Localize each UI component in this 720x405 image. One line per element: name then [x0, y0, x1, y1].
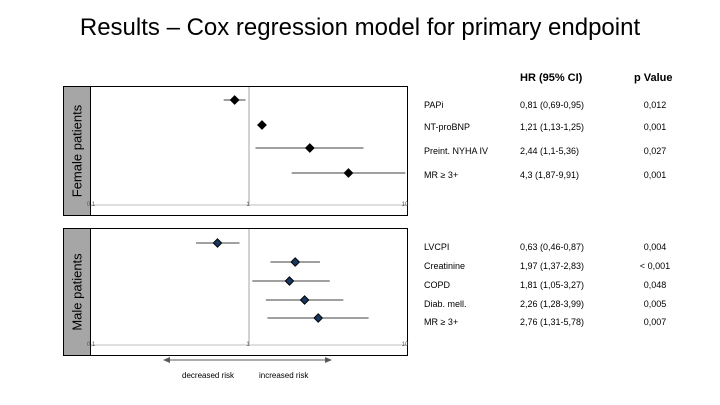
p-value-column-header: p Value — [634, 72, 673, 84]
female-forest-panel: Female patients — [63, 86, 408, 216]
male-tick-1: 1 — [246, 342, 250, 348]
female-row-label: PAPi — [424, 100, 444, 110]
male-forest-panel: Male patients — [63, 228, 408, 356]
female-hr-marker — [304, 143, 315, 153]
female-row-hr-ci: 2,44 (1,1-5,36) — [520, 146, 580, 156]
female-row-p-value: 0,012 — [643, 100, 667, 110]
female-row-hr-ci: 4,3 (1,87-9,91) — [520, 170, 580, 180]
male-forest-plot — [91, 229, 407, 346]
decreased-risk-label: decreased risk — [182, 371, 235, 380]
male-row-label: COPD — [424, 280, 451, 290]
hr-column-header: HR (95% CI) — [520, 72, 583, 84]
female-panel-label-box: Female patients — [64, 87, 91, 215]
male-row-hr-ci: 2,76 (1,31-5,78) — [520, 317, 585, 327]
male-row-p-value: 0,048 — [643, 280, 667, 290]
male-row-hr-ci: 1,81 (1,05-3,27) — [520, 280, 585, 290]
male-hr-marker — [212, 238, 223, 248]
risk-direction-arrow — [163, 357, 332, 363]
page-title: Results – Cox regression model for prima… — [79, 14, 641, 41]
male-row-hr-ci: 1,97 (1,37-2,83) — [520, 261, 585, 271]
male-row-p-value: 0,007 — [643, 317, 667, 327]
male-row-hr-ci: 0,63 (0,46-0,87) — [520, 242, 585, 252]
female-tick-0-1: 0,1 — [86, 202, 96, 208]
male-tick-0-1: 0,1 — [86, 342, 96, 348]
female-row-label: MR ≥ 3+ — [424, 170, 459, 180]
female-forest-plot — [91, 87, 407, 206]
male-tick-10: 10 — [401, 342, 409, 348]
female-tick-10: 10 — [401, 202, 409, 208]
male-row-label: MR ≥ 3+ — [424, 317, 459, 327]
female-hr-marker — [229, 95, 240, 105]
increased-risk-label: increased risk — [259, 371, 309, 380]
male-row-hr-ci: 2,26 (1,28-3,99) — [520, 299, 585, 309]
female-row-hr-ci: 1,21 (1,13-1,25) — [520, 122, 585, 132]
female-hr-marker — [343, 168, 354, 178]
male-row-p-value: 0,004 — [643, 242, 667, 252]
female-row-label: Preint. NYHA IV — [424, 146, 489, 156]
male-panel-label-box: Male patients — [64, 229, 91, 355]
female-row-label: NT-proBNP — [424, 122, 471, 132]
female-row-hr-ci: 0,81 (0,69-0,95) — [520, 100, 585, 110]
female-row-p-value: 0,001 — [643, 122, 667, 132]
female-row-p-value: 0,001 — [643, 170, 667, 180]
male-row-p-value: < 0,001 — [639, 261, 671, 271]
male-hr-marker — [284, 276, 295, 286]
male-row-label: Diab. mell. — [424, 299, 467, 309]
male-row-p-value: 0,005 — [643, 299, 667, 309]
male-row-label: LVCPI — [424, 242, 450, 252]
male-hr-marker — [313, 313, 324, 323]
male-hr-marker — [290, 257, 301, 267]
female-row-p-value: 0,027 — [643, 146, 667, 156]
female-hr-marker — [257, 120, 267, 130]
male-row-label: Creatinine — [424, 261, 466, 271]
female-tick-1: 1 — [246, 202, 250, 208]
male-hr-marker — [299, 295, 310, 305]
